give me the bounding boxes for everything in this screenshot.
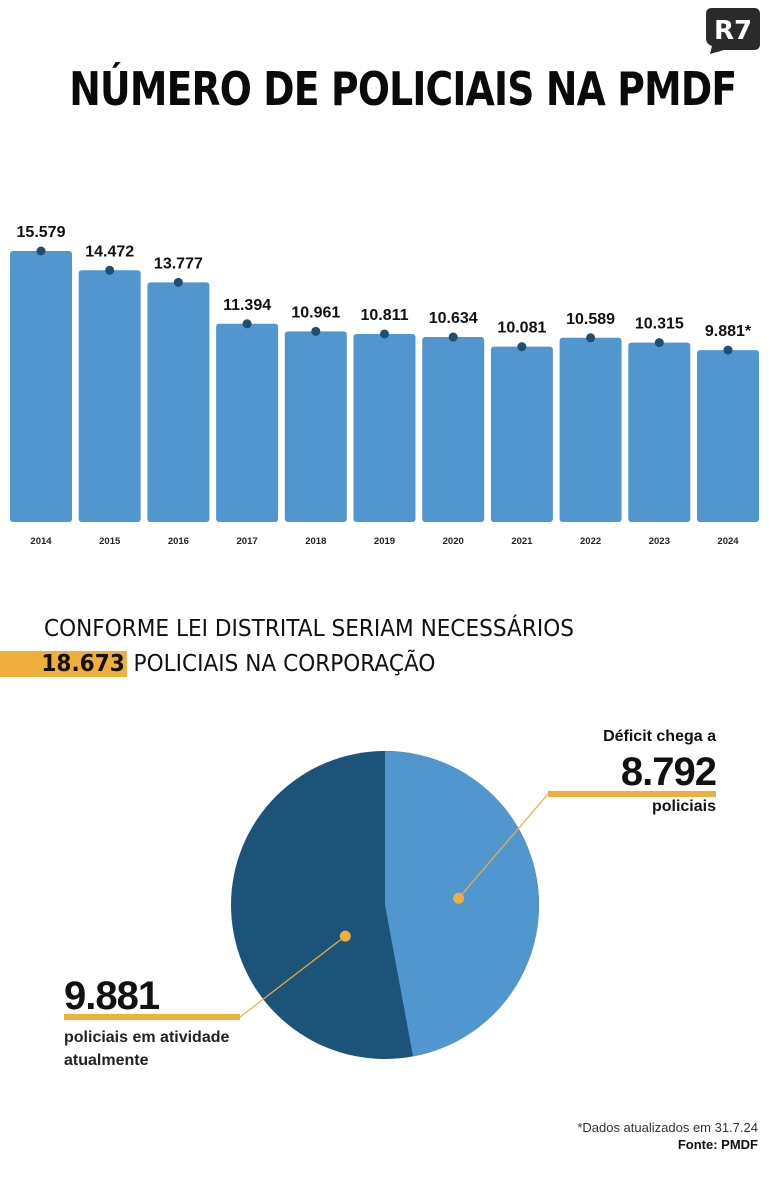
deficit-underline — [548, 791, 716, 797]
deficit-value: 8.792 — [620, 750, 717, 794]
bar-value-label-2021: 10.081 — [497, 320, 546, 337]
footnote: *Dados atualizados em 31.7.24 — [577, 1120, 758, 1135]
active-dot — [339, 930, 351, 942]
bar-value-label-2024: 9.881* — [705, 323, 752, 340]
bar-value-label-2018: 10.961 — [291, 304, 340, 321]
x-tick-2024: 2024 — [717, 536, 739, 547]
deficit-dot — [453, 892, 465, 904]
bar-value-label-2015: 14.472 — [85, 243, 134, 260]
bar-value-label-2016: 13.777 — [154, 255, 203, 272]
active-text: policiais em atividade atualmente — [64, 1029, 230, 1069]
bar-value-label-2022: 10.589 — [566, 311, 615, 328]
subtitle-line-2-rest: POLICIAIS NA CORPORAÇÃO — [126, 651, 436, 677]
x-tick-2020: 2020 — [443, 536, 464, 547]
x-tick-2019: 2019 — [374, 536, 395, 547]
bar-2017 — [216, 323, 279, 522]
subtitle-line-1: CONFORME LEI DISTRITAL SERIAM NECESSÁRIO… — [44, 616, 574, 642]
bar-2020 — [422, 337, 485, 522]
required-highlight: 18.673 — [0, 651, 127, 677]
bar-value-label-2023: 10.315 — [635, 316, 684, 333]
pie-slice-deficit — [385, 751, 539, 1057]
bar-dot-2020 — [448, 332, 458, 342]
logo-text: R7 — [714, 16, 752, 46]
bar-2019 — [353, 333, 416, 522]
bar-2015 — [78, 270, 141, 522]
bar-2023 — [628, 342, 691, 522]
r7-logo-mark: R7 — [706, 8, 760, 54]
bar-value-label-2014: 15.579 — [17, 224, 66, 241]
subtitle-line-2: 18.673 POLICIAIS NA CORPORAÇÃO — [0, 651, 435, 677]
bar-2022 — [559, 337, 622, 522]
bar-dot-2022 — [586, 333, 596, 343]
bar-dot-2019 — [380, 329, 389, 339]
deficit-unit: policiais — [651, 798, 716, 815]
bar-dot-2023 — [654, 338, 664, 348]
bar-dot-2014 — [36, 246, 46, 256]
r7-logo: R7 — [706, 8, 760, 54]
bar-2018 — [284, 331, 347, 522]
bar-2024 — [697, 350, 759, 522]
bar-value-label-2019: 10.811 — [360, 307, 408, 324]
x-tick-2016: 2016 — [168, 536, 189, 547]
bar-dot-2018 — [311, 326, 321, 336]
deficit-label: Déficit chega a — [603, 728, 716, 745]
x-tick-2022: 2022 — [580, 536, 601, 547]
x-tick-2017: 2017 — [237, 536, 258, 547]
source: Fonte: PMDF — [677, 1137, 758, 1152]
bar-dot-2017 — [242, 319, 252, 329]
x-tick-2014: 2014 — [30, 536, 52, 547]
bar-2021 — [490, 346, 553, 522]
active-leader-line — [239, 935, 346, 1018]
bar-chart: 15.579 2014 14.472 2015 13.777 2016 11.394 2017… — [10, 224, 759, 547]
active-value: 9.881 — [64, 974, 160, 1018]
active-underline — [64, 1014, 240, 1020]
bar-dot-2021 — [517, 342, 527, 352]
bar-dot-2024 — [723, 345, 733, 355]
deficit-leader-line — [458, 793, 549, 899]
pie-chart — [64, 751, 716, 1059]
x-tick-2015: 2015 — [99, 536, 121, 547]
x-tick-2018: 2018 — [305, 536, 326, 547]
x-tick-2023: 2023 — [649, 536, 670, 547]
bar-dot-2016 — [173, 277, 183, 287]
page-title: NÚMERO DE POLICIAIS NA PMDF — [69, 62, 737, 116]
bar-2014 — [10, 251, 72, 522]
bar-dot-2015 — [105, 265, 115, 275]
bar-value-label-2020: 10.634 — [429, 310, 478, 327]
x-tick-2021: 2021 — [511, 536, 533, 547]
bar-2016 — [147, 282, 210, 522]
bar-value-label-2017: 11.394 — [223, 297, 271, 314]
